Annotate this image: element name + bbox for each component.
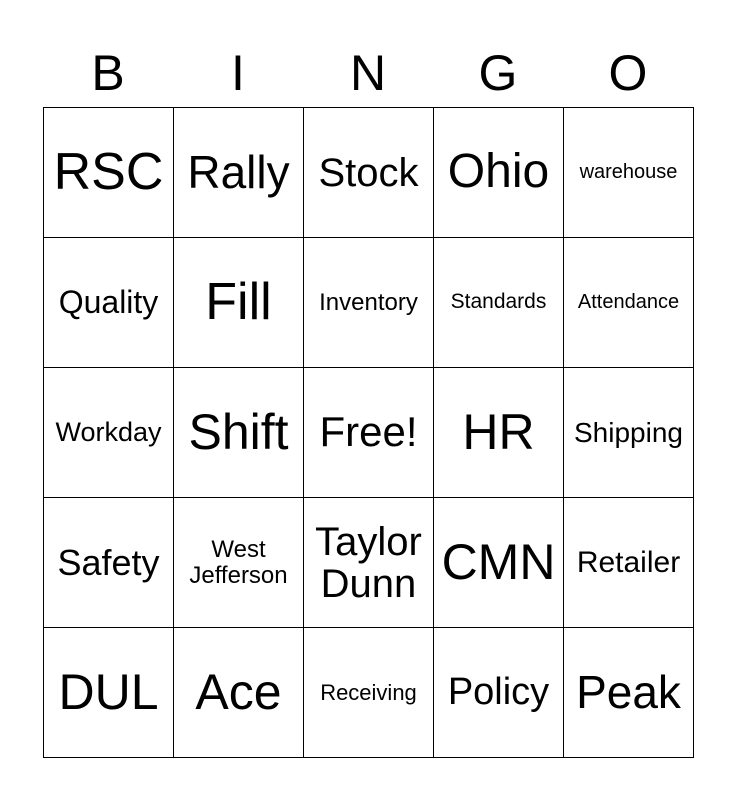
header-letter-b: B [91, 45, 125, 101]
bingo-cell[interactable]: Safety [44, 498, 174, 628]
bingo-cell[interactable]: Quality [44, 238, 174, 368]
bingo-cell-text: Fill [205, 273, 272, 332]
bingo-cell-text: Retailer [576, 545, 681, 579]
bingo-cell-text: Rally [187, 146, 290, 199]
bingo-cell[interactable]: Receiving [304, 628, 434, 758]
bingo-cell[interactable]: DUL [44, 628, 174, 758]
bingo-cell-text: RSC [53, 143, 164, 202]
bingo-cell[interactable]: Workday [44, 368, 174, 498]
bingo-header: B I N G O [43, 40, 693, 106]
bingo-cell[interactable]: Inventory [304, 238, 434, 368]
bingo-cell-text: Free! [319, 408, 418, 456]
bingo-cell[interactable]: Rally [174, 108, 304, 238]
bingo-cell[interactable]: RSC [44, 108, 174, 238]
bingo-cell[interactable]: Ace [174, 628, 304, 758]
bingo-cell[interactable]: Fill [174, 238, 304, 368]
bingo-cell[interactable]: Standards [434, 238, 564, 368]
bingo-cell-text: CMN [441, 534, 556, 591]
header-letter-n: N [349, 45, 387, 101]
bingo-cell-text: Receiving [320, 679, 417, 705]
bingo-cell[interactable]: Stock [304, 108, 434, 238]
header-letter-g: G [478, 45, 518, 101]
bingo-cell-text: warehouse [579, 161, 678, 183]
bingo-cell[interactable]: Policy [434, 628, 564, 758]
bingo-cell-text: Shift [188, 404, 289, 461]
bingo-cell-text: Peak [576, 666, 681, 719]
bingo-cell-text: Policy [447, 670, 550, 713]
bingo-cell-text: DUL [58, 664, 159, 721]
bingo-grid: RSC Rally Stock Ohio warehouse Quality Fill Inv… [43, 107, 694, 758]
bingo-cell-text: Shipping [574, 416, 683, 448]
bingo-cell-text: Ace [195, 664, 282, 721]
bingo-cell-text: Workday [55, 417, 162, 448]
bingo-cell[interactable]: Shipping [564, 368, 694, 498]
bingo-cell[interactable]: warehouse [564, 108, 694, 238]
bingo-cell-text: Quality [58, 283, 159, 320]
header-letter-i: I [231, 45, 245, 101]
bingo-cell-text: Attendance [577, 291, 680, 313]
bingo-cell-text: Standards [450, 290, 547, 314]
bingo-cell[interactable]: CMN [434, 498, 564, 628]
header-letter-o: O [608, 45, 648, 101]
bingo-cell-text: West Jefferson [189, 536, 288, 589]
bingo-cell[interactable]: West Jefferson [174, 498, 304, 628]
bingo-cell[interactable]: Shift [174, 368, 304, 498]
bingo-cell[interactable]: Free! [304, 368, 434, 498]
bingo-cell-text: Stock [318, 150, 419, 195]
bingo-cell[interactable]: Ohio [434, 108, 564, 238]
bingo-cell-text: Safety [57, 541, 160, 583]
bingo-cell[interactable]: Taylor Dunn [304, 498, 434, 628]
bingo-cell-text: Inventory [319, 288, 418, 316]
bingo-cell[interactable]: Attendance [564, 238, 694, 368]
bingo-cell[interactable]: HR [434, 368, 564, 498]
bingo-cell-text: Taylor Dunn [315, 519, 422, 606]
bingo-cell[interactable]: Peak [564, 628, 694, 758]
bingo-cell-text: HR [462, 404, 535, 461]
bingo-cell-text: Ohio [447, 145, 550, 199]
bingo-cell[interactable]: Retailer [564, 498, 694, 628]
